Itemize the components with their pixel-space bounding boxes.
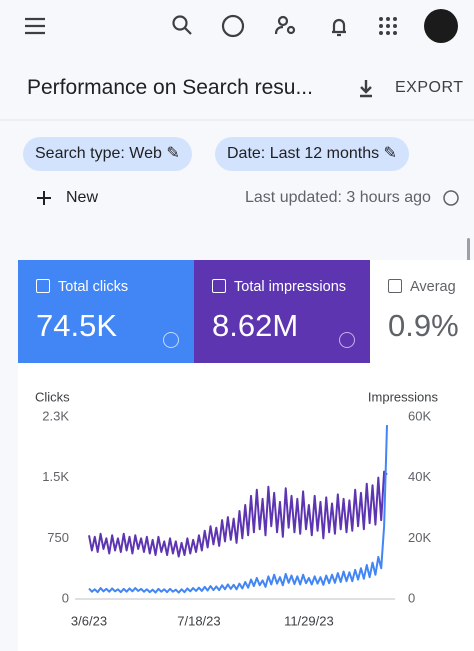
settings-icon[interactable]: [277, 15, 289, 27]
apps-icon[interactable]: [379, 17, 397, 35]
help-icon[interactable]: [221, 14, 245, 38]
metric-value: 0.9%: [388, 308, 459, 343]
y-tick-label: 0: [62, 590, 69, 605]
metric-value: 8.62M: [212, 308, 299, 343]
y2-axis-title: Impressions: [368, 389, 439, 404]
search-icon[interactable]: [172, 15, 188, 31]
help-icon[interactable]: [163, 332, 179, 348]
checkbox[interactable]: [388, 279, 402, 293]
filter-chip[interactable]: Date: Last 12 months ✎: [215, 137, 409, 171]
y2-tick-label: 60K: [408, 408, 431, 423]
chip-label: Date: Last 12 months: [227, 145, 380, 162]
y-axis-title: Clicks: [35, 389, 70, 404]
new-button[interactable]: New: [66, 189, 99, 206]
y-tick-label: 750: [47, 530, 69, 545]
y-tick-label: 1.5K: [42, 469, 69, 484]
export-icon[interactable]: [360, 80, 372, 98]
bell-icon[interactable]: [332, 18, 346, 37]
y2-tick-label: 0: [408, 590, 415, 605]
metric-label: Total clicks: [58, 279, 129, 295]
x-tick-label: 3/6/23: [71, 613, 107, 628]
menu-icon[interactable]: [25, 17, 45, 35]
checkbox[interactable]: [36, 279, 50, 293]
series-line: [88, 425, 388, 594]
export-button[interactable]: EXPORT: [395, 79, 464, 96]
y-tick-label: 2.3K: [42, 408, 69, 423]
last-updated: Last updated: 3 hours ago: [245, 189, 431, 206]
filter-chip[interactable]: Search type: Web ✎: [23, 137, 192, 171]
plus-icon[interactable]: [37, 191, 51, 205]
x-tick-label: 11/29/23: [284, 613, 334, 628]
avatar[interactable]: [424, 9, 458, 43]
page-title: Performance on Search resu...: [27, 76, 313, 99]
help-icon[interactable]: [339, 332, 355, 348]
metric-card[interactable]: Total clicks 74.5K: [18, 260, 194, 363]
chip-label: Search type: Web: [35, 145, 162, 162]
y2-tick-label: 20K: [408, 530, 431, 545]
metric-label: Averag: [410, 279, 456, 295]
metric-label: Total impressions: [234, 279, 347, 295]
series-line: [88, 470, 388, 558]
metric-card[interactable]: Averag 0.9%: [370, 260, 474, 363]
top-icons: [25, 14, 346, 38]
y2-tick-label: 40K: [408, 469, 431, 484]
checkbox[interactable]: [212, 279, 226, 293]
x-tick-label: 7/18/23: [177, 613, 220, 628]
metric-card[interactable]: Total impressions 8.62M: [194, 260, 370, 363]
info-icon[interactable]: [443, 190, 459, 206]
metric-value: 74.5K: [36, 308, 118, 343]
